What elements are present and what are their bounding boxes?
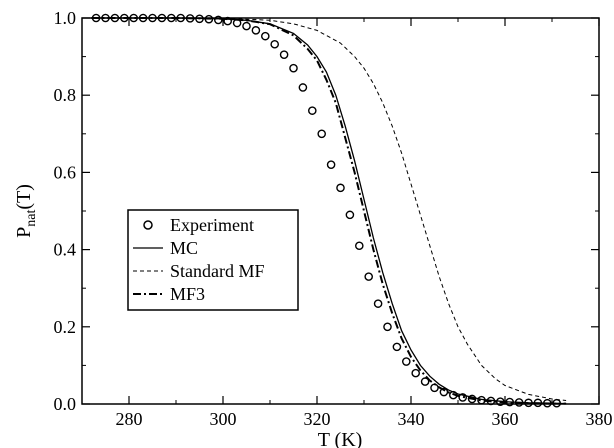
ticks-layer: 280 300 320 340 360 380 0.0 0.2 0.4 0.6 0.8 1.0 <box>54 8 613 429</box>
data-point-experiment <box>317 129 327 139</box>
data-point-experiment <box>392 342 402 352</box>
x-tick-label: 280 <box>116 409 143 429</box>
data-point-experiment <box>373 299 383 308</box>
y-tick-label: 1.0 <box>54 8 77 28</box>
legend-label-mc: MC <box>170 238 198 258</box>
y-axis-title: Pnat(T) <box>13 184 39 238</box>
data-point-experiment <box>307 106 317 115</box>
data-point-experiment <box>223 16 232 26</box>
data-point-experiment <box>401 357 411 366</box>
y-tick-label: 0.6 <box>54 162 77 182</box>
series-line-mc <box>91 17 567 405</box>
legend-label-standard-mf: Standard MF <box>170 261 265 281</box>
data-point-experiment <box>242 21 251 31</box>
data-point-experiment <box>336 183 345 193</box>
y-tick-label: 0.2 <box>54 317 77 337</box>
data-point-experiment <box>251 26 261 35</box>
legend-label-experiment: Experiment <box>170 215 254 235</box>
data-point-experiment <box>270 39 280 49</box>
y-tick-label: 0.4 <box>54 240 77 260</box>
data-point-experiment <box>458 393 468 402</box>
x-tick-label: 380 <box>586 409 613 429</box>
y-tick-label: 0.8 <box>54 85 77 105</box>
data-point-experiment <box>364 272 374 281</box>
legend: Experiment MC Standard MF MF3 <box>127 209 299 311</box>
x-tick-label: 360 <box>492 409 519 429</box>
data-point-experiment <box>260 31 270 41</box>
x-axis-title: T (K) <box>318 429 363 448</box>
series-line-mf3 <box>91 17 567 405</box>
legend-marker-experiment <box>143 220 153 230</box>
data-point-experiment <box>420 377 430 386</box>
data-point-experiment <box>289 63 298 73</box>
data-point-experiment <box>213 15 223 25</box>
x-tick-label: 300 <box>210 409 237 429</box>
data-point-experiment <box>354 241 364 251</box>
data-point-experiment <box>326 160 336 169</box>
data-point-experiment <box>345 210 355 220</box>
data-point-experiment <box>383 322 392 332</box>
data-point-experiment <box>279 50 289 59</box>
x-tick-label: 320 <box>304 409 331 429</box>
x-tick-label: 340 <box>398 409 425 429</box>
data-point-experiment <box>411 368 421 378</box>
series-line-standard-mf <box>91 17 567 401</box>
data-point-experiment <box>298 83 308 92</box>
series-layer <box>91 13 567 408</box>
data-point-experiment <box>430 383 439 393</box>
y-tick-label: 0.0 <box>54 394 77 414</box>
legend-label-mf3: MF3 <box>170 284 205 304</box>
data-point-experiment <box>439 387 449 397</box>
